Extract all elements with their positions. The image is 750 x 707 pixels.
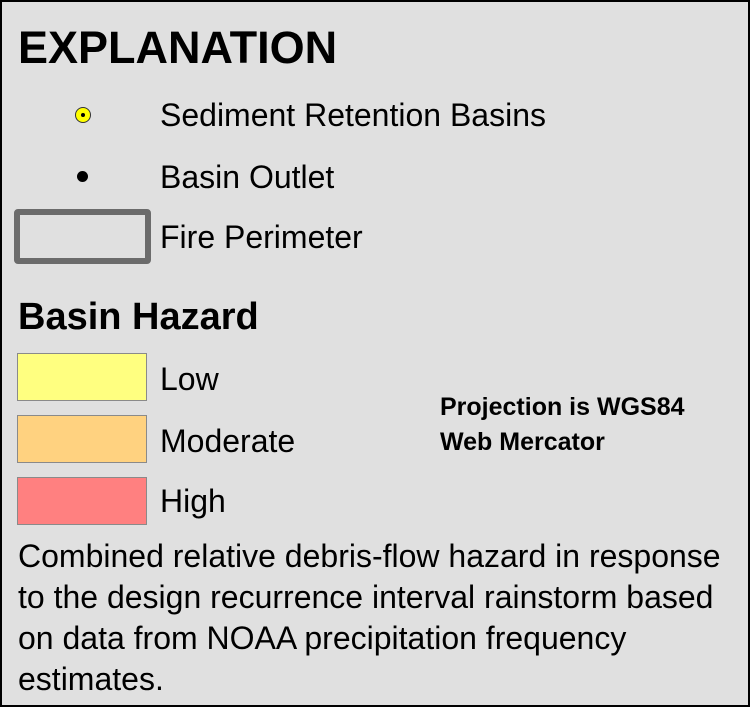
legend-title: EXPLANATION bbox=[18, 22, 338, 73]
hazard-moderate-swatch bbox=[17, 415, 147, 463]
sediment-retention-basins-label: Sediment Retention Basins bbox=[160, 97, 546, 133]
hazard-description: Combined relative debris-flow hazard in … bbox=[18, 538, 721, 697]
fire-perimeter-icon bbox=[14, 209, 151, 264]
basin-outlet-dot-icon bbox=[77, 171, 88, 182]
fire-perimeter-label: Fire Perimeter bbox=[160, 219, 363, 255]
basin-hazard-heading: Basin Hazard bbox=[18, 296, 259, 338]
hazard-low-label: Low bbox=[160, 361, 219, 397]
hazard-low-swatch bbox=[17, 353, 147, 401]
hazard-high-swatch bbox=[17, 477, 147, 525]
projection-note: Projection is WGS84 Web Mercator bbox=[440, 393, 685, 456]
hazard-moderate-label: Moderate bbox=[160, 423, 296, 459]
hazard-high-label: High bbox=[160, 483, 226, 519]
sediment-retention-basin-icon bbox=[75, 107, 91, 123]
basin-outlet-label: Basin Outlet bbox=[160, 159, 335, 195]
